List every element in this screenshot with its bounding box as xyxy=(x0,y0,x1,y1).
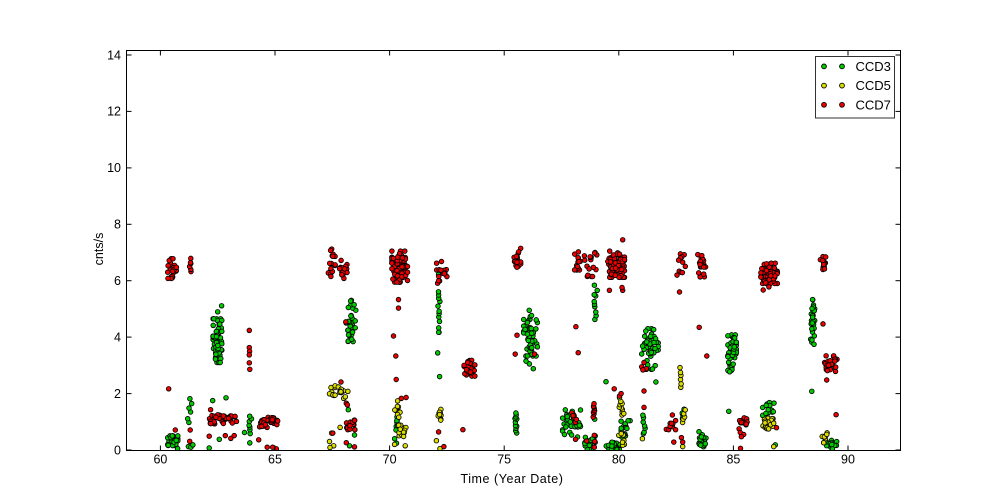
svg-text:85: 85 xyxy=(726,453,740,467)
svg-text:75: 75 xyxy=(497,453,511,467)
svg-text:2: 2 xyxy=(114,387,121,401)
svg-text:70: 70 xyxy=(383,453,397,467)
svg-text:cnts/s: cnts/s xyxy=(92,233,106,266)
svg-text:90: 90 xyxy=(841,453,855,467)
svg-text:0: 0 xyxy=(114,443,121,457)
svg-text:4: 4 xyxy=(114,330,121,344)
svg-text:80: 80 xyxy=(612,453,626,467)
svg-text:14: 14 xyxy=(107,48,121,62)
svg-text:CCD7: CCD7 xyxy=(856,97,891,112)
svg-text:65: 65 xyxy=(268,453,282,467)
svg-text:12: 12 xyxy=(107,105,121,119)
svg-text:60: 60 xyxy=(153,453,167,467)
svg-text:6: 6 xyxy=(114,274,121,288)
svg-text:Time (Year Date): Time (Year Date) xyxy=(460,472,563,486)
svg-text:8: 8 xyxy=(114,218,121,232)
svg-text:10: 10 xyxy=(107,161,121,175)
svg-text:CCD3: CCD3 xyxy=(856,59,891,74)
svg-text:CCD5: CCD5 xyxy=(856,78,891,93)
